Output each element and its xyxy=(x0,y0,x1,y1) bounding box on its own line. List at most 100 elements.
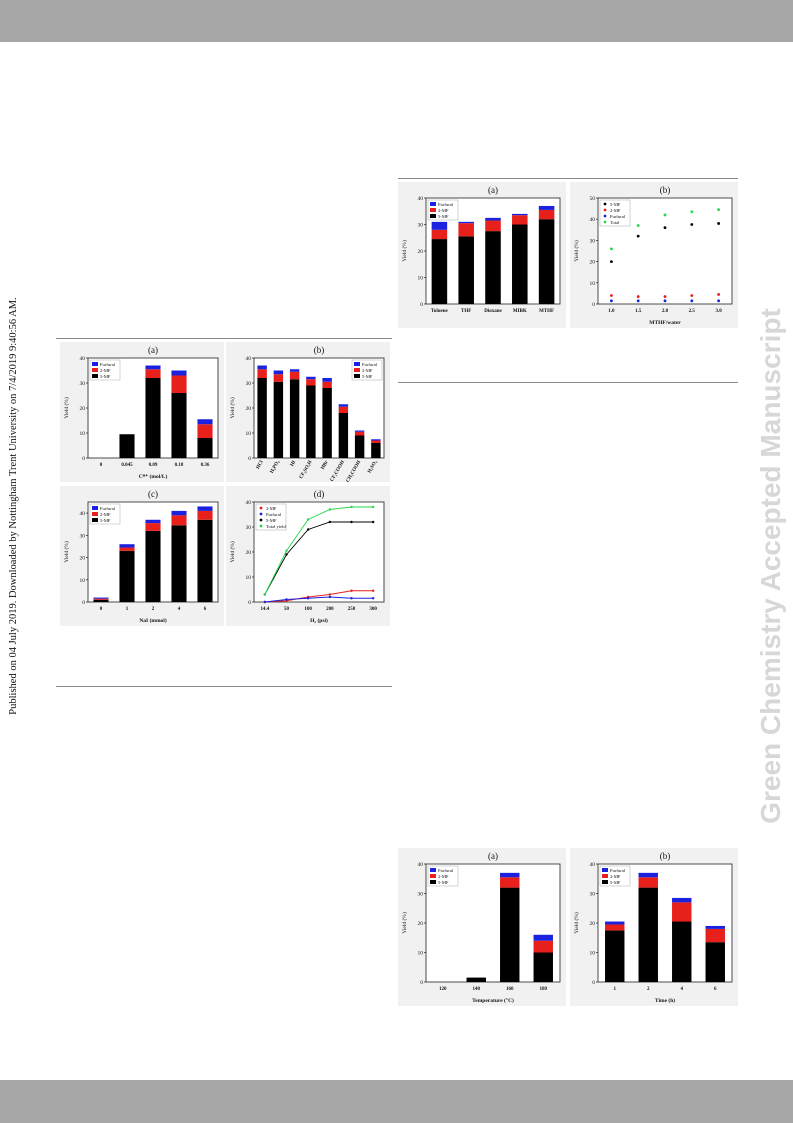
fig-left-c-bar-furfural-0 xyxy=(93,597,109,599)
fig-br-b-legend-swatch-5-mf xyxy=(602,880,608,884)
header-band xyxy=(0,0,793,42)
fig-left-d-point-total-yield-300 xyxy=(371,505,375,509)
fig-left-d-ytick-label-30: 30 xyxy=(246,525,252,531)
fig-left-a-legend-swatch-5-mf xyxy=(92,374,98,378)
fig-left-d-point-5-mf-250 xyxy=(350,520,353,524)
fig-left-b-legend-swatch-5-mf xyxy=(354,374,360,378)
fig-br-a-bar-5-mf-160 xyxy=(500,887,520,982)
fig-left-c-panel: (c) 0 10 20 30 40 Yield (%) NaI (mmol) 0 1 2 4 6 Furf… xyxy=(60,486,224,626)
fig-left-a-legend-swatch-2-mf xyxy=(92,368,98,372)
fig-left-a-panel: (a) 0 10 20 30 40 Yield (%) Cᴴ⁺ (mol/L) 0 0.045 0.… xyxy=(60,342,224,482)
fig-br-b-category-label-4: 4 xyxy=(681,987,684,992)
fig-left-a-ytick-label-20: 20 xyxy=(80,406,86,412)
fig-tr-a-category-label-toluene: Toluene xyxy=(431,309,449,314)
fig-tr-b-legend-swatch-2-mf xyxy=(603,208,607,212)
fig-tr-a-bar-5-mf-dioxane xyxy=(485,231,501,304)
fig-left-a-legend-swatch-furfural xyxy=(92,362,98,366)
fig-left-d-line-total-yield xyxy=(264,506,374,595)
fig-left-d-point-furfural-100 xyxy=(306,597,310,600)
fig-tr-a-bar-2-mf-mibk xyxy=(512,215,528,225)
fig-left-c-bar-2-mf-6 xyxy=(197,510,213,520)
fig-left-d-point-2-mf-200 xyxy=(328,593,332,596)
fig-left-c-category-label-6: 6 xyxy=(204,607,207,612)
fig-br-a-legend-label-2-mf: 2-MF xyxy=(438,874,449,879)
fig-tr-a-ytick-label-40: 40 xyxy=(418,196,424,202)
fig-left-d-point-2-mf-250 xyxy=(350,589,353,592)
fig-left-c-ytick-label-30: 30 xyxy=(80,533,86,539)
fig-br-b-bar-furfural-4 xyxy=(672,897,692,903)
fig-br-b-ytick-label-30: 30 xyxy=(590,892,596,898)
fig-br-b-bar-2-mf-2 xyxy=(638,877,658,888)
fig-left-c-legend-swatch-2-mf xyxy=(92,512,98,516)
fig-left-c-category-label-0: 0 xyxy=(100,607,103,612)
fig-left-c-bar-furfural-1 xyxy=(119,544,135,548)
fig-tr-b-point-2-mf-3-0 xyxy=(717,293,720,296)
fig-left-b-bar-5-mf-ch-cooh xyxy=(354,435,365,458)
fig-tr-a-category-label-mthf: MTHF xyxy=(539,309,554,314)
fig-tr-b-legend-label-furfural: Furfural xyxy=(610,214,626,219)
fig-left-d-category-label-50: 50 xyxy=(284,607,290,612)
fig-left-a-bar-5-mf-0-045 xyxy=(119,434,135,458)
figure-top-right: (a) 0 10 20 30 40 Yield (%) Toluene THF Dioxane MI… xyxy=(398,182,738,328)
fig-br-a-bar-furfural-180 xyxy=(533,934,553,941)
fig-tr-b-point-5-mf-1-5 xyxy=(636,234,640,238)
fig-tr-a-legend-swatch-2-mf xyxy=(430,208,436,212)
fig-left-b-legend-swatch-furfural xyxy=(354,362,360,366)
fig-br-b-bar-2-mf-4 xyxy=(672,902,692,922)
fig-left-b-bar-2-mf-cf-so-h xyxy=(306,379,316,386)
fig-tr-b-category-label-2-5: 2.5 xyxy=(689,309,696,314)
fig-br-a-bar-2-mf-180 xyxy=(533,940,553,953)
download-notice: Published on 04 July 2019. Downloaded by… xyxy=(8,297,19,715)
fig-left-c-bar-furfural-2 xyxy=(145,519,161,524)
fig-br-a-bar-5-mf-140 xyxy=(466,977,486,982)
fig-left-d-category-label-250: 250 xyxy=(348,607,356,612)
fig-tr-a-bar-5-mf-toluene xyxy=(431,239,448,304)
fig-left-b-legend-label-2-mf: 2-MF xyxy=(362,368,373,373)
fig-tr-a-ytick-label-20: 20 xyxy=(418,249,424,255)
fig-tr-a-category-label-dioxane: Dioxane xyxy=(484,309,502,314)
fig-left-c-bar-2-mf-2 xyxy=(145,523,161,531)
fig-br-b-legend-label-5-mf: 5-MF xyxy=(610,880,621,885)
fig-left-c-bar-5-mf-6 xyxy=(197,519,213,602)
fig-left-b-bar-5-mf-cf-so-h xyxy=(306,385,316,458)
fig-left-b-bar-furfural-cf-cooh xyxy=(338,404,349,407)
fig-tr-a-ylabel: Yield (%) xyxy=(401,240,408,262)
fig-tr-a-bar-2-mf-dioxane xyxy=(485,220,501,232)
fig-left-a-ylabel: Yield (%) xyxy=(63,397,70,419)
fig-left-d-legend-swatch-5-mf xyxy=(259,518,263,522)
fig-tr-a-ytick-label-30: 30 xyxy=(418,223,424,229)
fig-br-a-legend-swatch-5-mf xyxy=(430,880,436,884)
fig-br-a-bar-2-mf-160 xyxy=(500,877,520,888)
fig-tr-a-legend-label-furfural: Furfural xyxy=(438,202,454,207)
fig-left-b-bar-furfural-ch-cooh xyxy=(354,430,365,432)
fig-left-b-bar-5-mf-h-po xyxy=(273,381,284,458)
fig-left-a-ytick-label-10: 10 xyxy=(80,431,86,437)
fig-tr-a-legend-swatch-furfural xyxy=(430,202,436,206)
fig-left-d-line-5-mf xyxy=(264,521,374,595)
fig-br-b-panel: (b) 0 10 20 30 40 Yield (%) Time (h) 1 2 4 6 Furfura… xyxy=(570,848,738,1006)
fig-left-d-category-label-100: 100 xyxy=(304,607,312,612)
fig-left-a-bar-2-mf-0-36 xyxy=(197,424,213,438)
fig-left-d-point-5-mf-200 xyxy=(328,520,332,524)
fig-left-a-bar-2-mf-0-18 xyxy=(171,375,187,393)
fig-left-b-bar-5-mf-hcl xyxy=(257,378,267,458)
fig-left-d-xlabel: H₂ (psi) xyxy=(310,617,328,624)
fig-left-d-point-total-yield-14-4 xyxy=(263,593,267,596)
fig-left-b-bar-5-mf-hbr xyxy=(322,388,332,458)
fig-br-b-category-label-1: 1 xyxy=(614,987,617,992)
fig-tr-b-point-total-1-5 xyxy=(636,224,640,227)
fig-left-c-legend-label-5-mf: 5-MF xyxy=(100,518,111,523)
fig-left-a-ytick-label-40: 40 xyxy=(80,356,86,362)
fig-tr-b-ylabel: Yield (%) xyxy=(573,240,580,262)
fig-tr-a-legend-label-2-mf: 2-MF xyxy=(438,208,449,213)
fig-tr-b-point-furfural-2-5 xyxy=(690,299,694,303)
fig-left-c-bar-2-mf-0 xyxy=(93,598,109,600)
fig-tr-a-bar-furfural-thf xyxy=(458,221,474,224)
fig-br-a-ytick-label-30: 30 xyxy=(418,892,424,898)
fig-tr-b-point-furfural-2-0 xyxy=(663,299,667,303)
fig-left-b-bar-furfural-cf-so-h xyxy=(306,376,316,380)
fig-br-b-bar-5-mf-1 xyxy=(605,930,625,982)
fig-br-a-panel: (a) 0 10 20 30 40 Yield (%) Temperature (°C) 120… xyxy=(398,848,566,1006)
fig-left-b-ytick-label-20: 20 xyxy=(246,406,252,412)
fig-br-a-category-label-120: 120 xyxy=(439,987,447,992)
